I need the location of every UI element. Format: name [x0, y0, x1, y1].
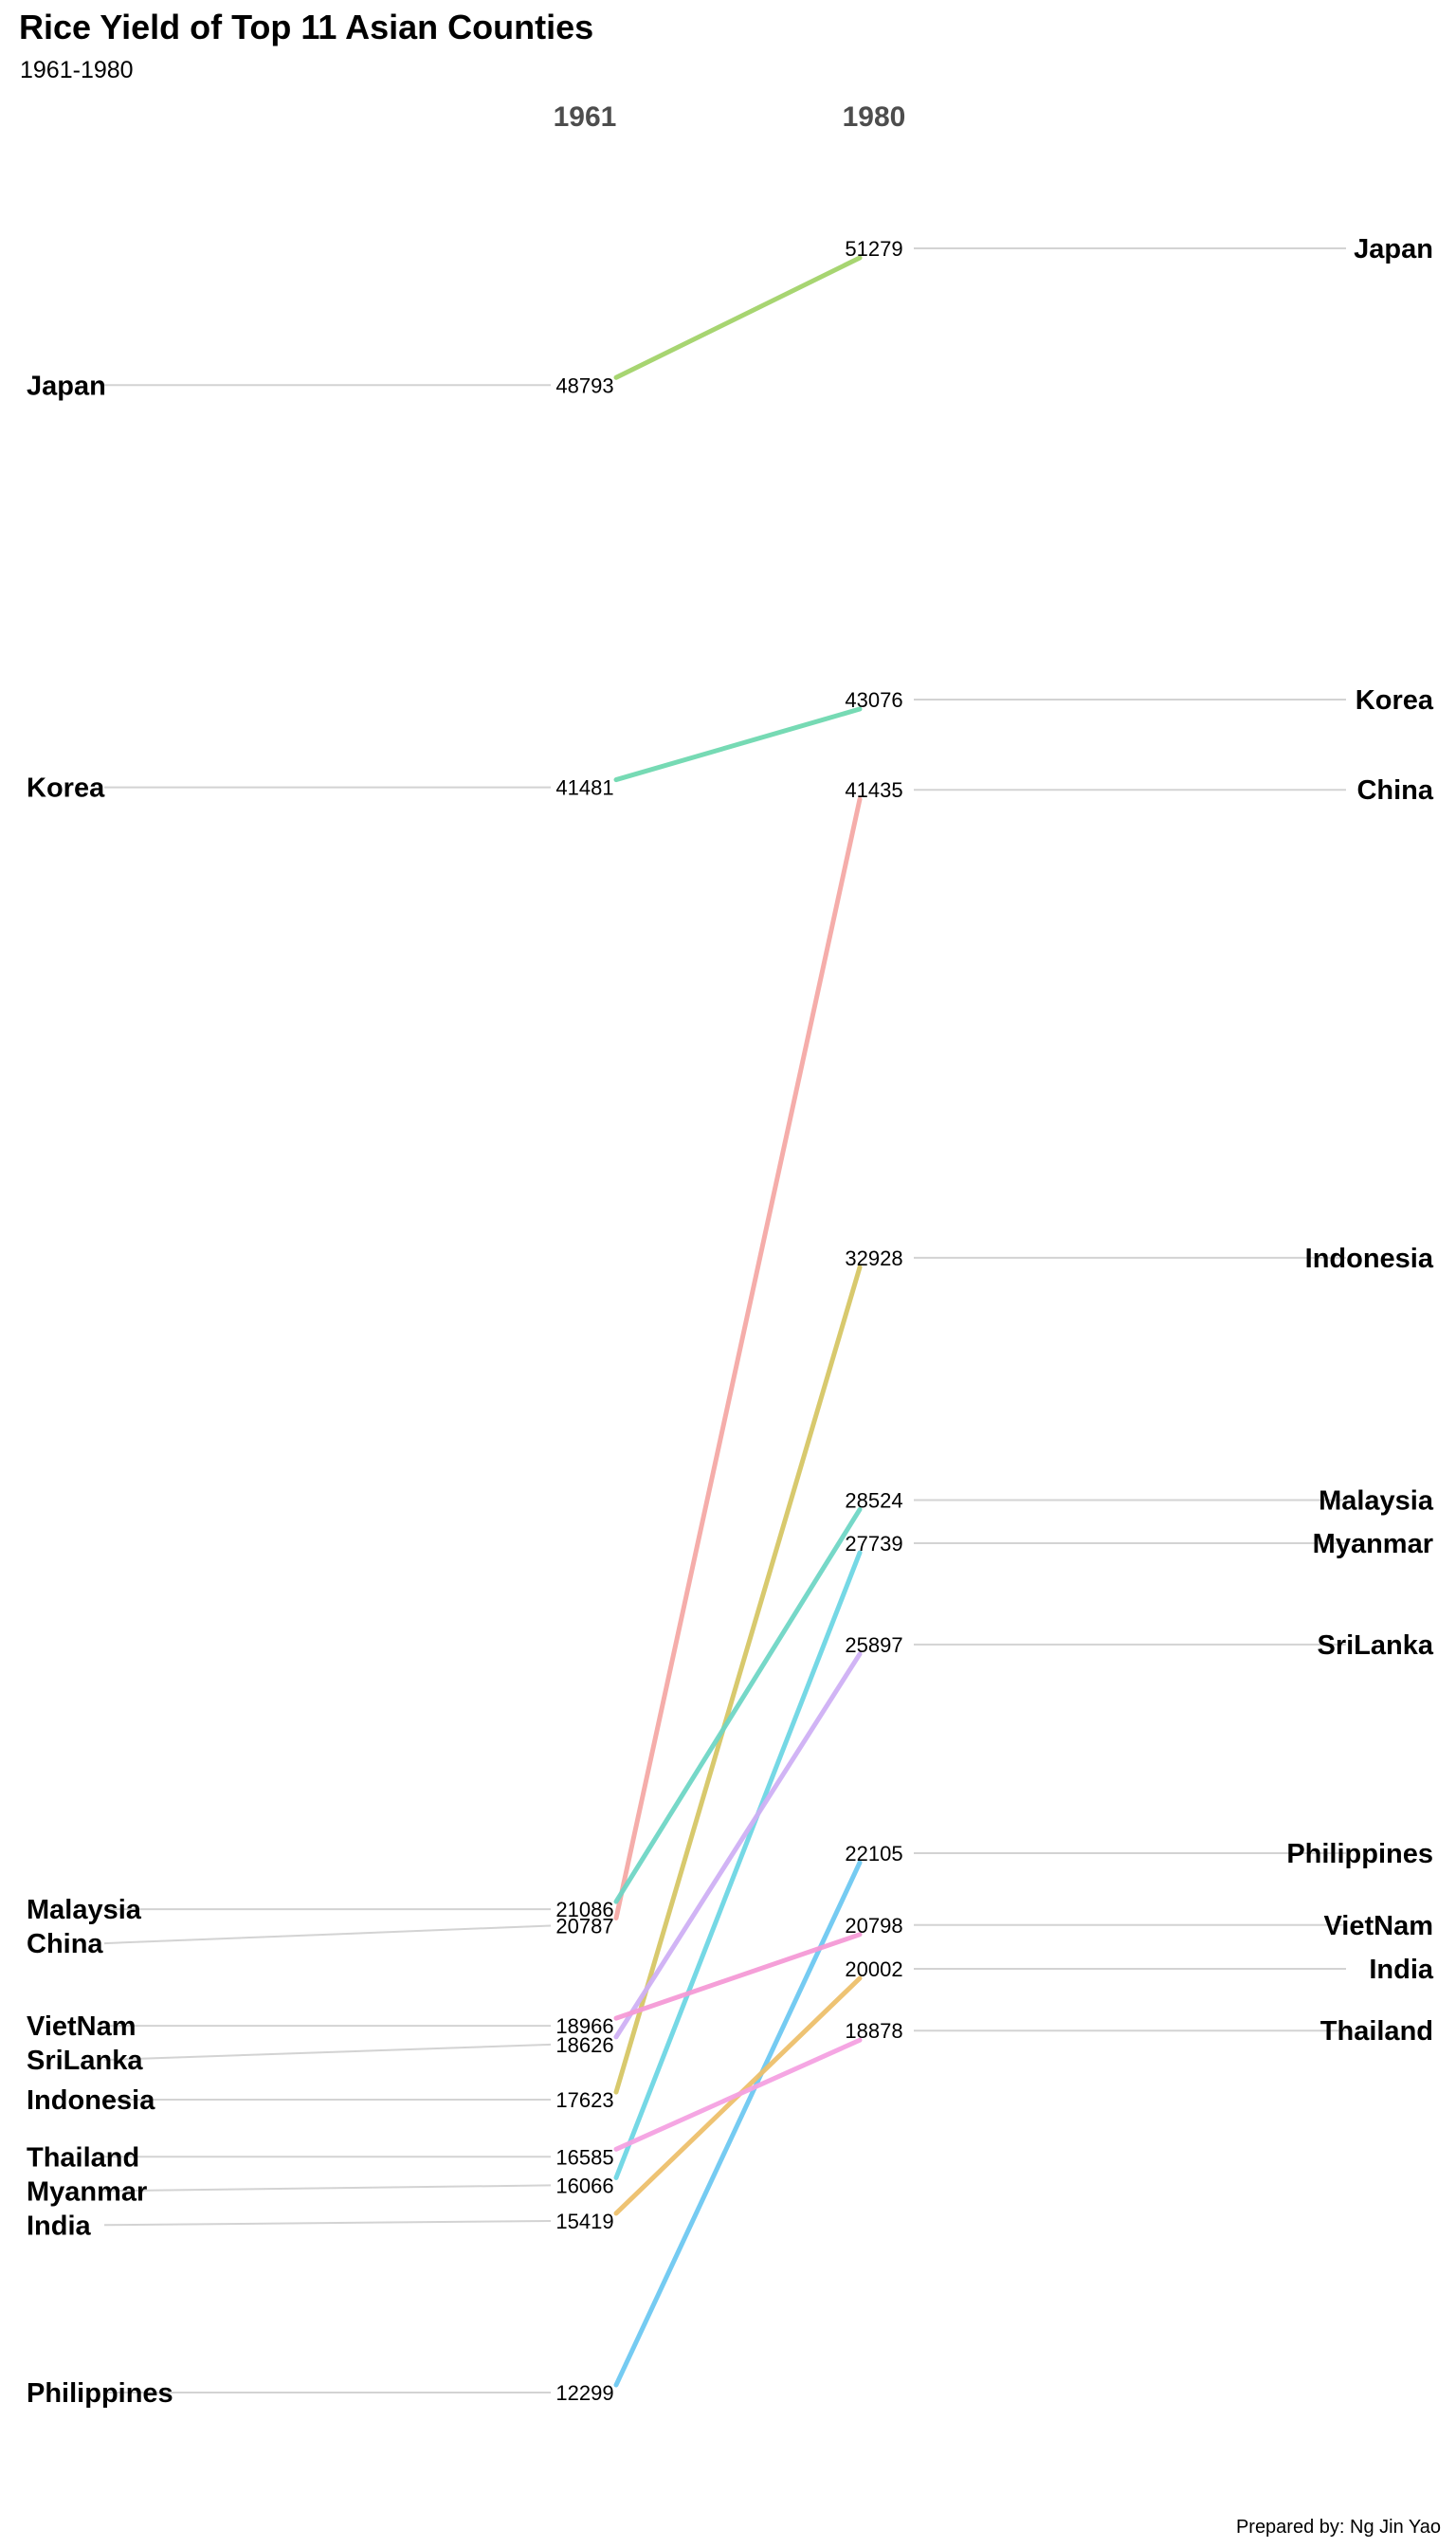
value-1961-malaysia: 21086: [555, 1898, 613, 1921]
value-1980-philippines: 22105: [845, 1842, 902, 1866]
ref-line-left-india: [103, 2219, 552, 2227]
country-label-right-srilanka: SriLanka: [1318, 1630, 1434, 1661]
slope-line-vietnam: [613, 1932, 863, 2021]
country-label-right-india: India: [1369, 1955, 1434, 1985]
slope-line-thailand: [613, 2037, 863, 2152]
slope-line-japan: [613, 255, 863, 380]
value-labels: 48793 51279 41481 43076 20787 41435 17623 32928…: [555, 237, 902, 2405]
value-1980-malaysia: 28524: [845, 1488, 902, 1512]
country-label-left-india: India: [27, 2211, 92, 2241]
value-1961-india: 15419: [555, 2210, 613, 2233]
value-1980-china: 41435: [845, 778, 902, 802]
ref-line-left-srilanka: [103, 2043, 552, 2062]
value-1961-srilanka: 18626: [555, 2033, 613, 2057]
chart-caption: Prepared by: Ng Jin Yao: [1235, 2517, 1441, 2538]
slope-line-china: [613, 796, 863, 1920]
country-label-right-china: China: [1356, 775, 1433, 806]
value-1961-thailand: 16585: [555, 2145, 613, 2169]
country-label-right-korea: Korea: [1356, 685, 1434, 716]
value-1980-indonesia: 32928: [845, 1247, 902, 1270]
value-1961-indonesia: 17623: [555, 2088, 613, 2112]
country-label-left-myanmar: Myanmar: [27, 2176, 147, 2207]
slope-line-myanmar: [613, 1550, 863, 2180]
country-label-left-china: China: [27, 1929, 103, 1959]
country-label-left-korea: Korea: [27, 774, 105, 804]
country-label-left-japan: Japan: [27, 371, 106, 401]
country-label-left-malaysia: Malaysia: [27, 1895, 142, 1925]
value-1961-korea: 41481: [555, 776, 613, 800]
slope-line-indonesia: [613, 1265, 863, 2095]
slope-line-philippines: [613, 1860, 863, 2388]
value-1980-myanmar: 27739: [845, 1532, 902, 1556]
country-label-right-myanmar: Myanmar: [1313, 1529, 1433, 1559]
country-labels: Japan Japan Korea Korea China China Indonesia I…: [27, 234, 1434, 2409]
value-1961-vietnam: 18966: [555, 2014, 613, 2038]
year-headers: 1961 1980: [554, 101, 906, 133]
value-1980-japan: 51279: [845, 237, 902, 261]
country-label-right-japan: Japan: [1354, 234, 1433, 264]
slope-line-srilanka: [613, 1651, 863, 2040]
country-label-right-philippines: Philippines: [1286, 1839, 1433, 1869]
country-label-right-malaysia: Malaysia: [1319, 1485, 1434, 1516]
value-1961-china: 20787: [555, 1914, 613, 1938]
chart-title: Rice Yield of Top 11 Asian Counties: [19, 8, 594, 46]
value-1980-vietnam: 20798: [845, 1914, 902, 1938]
reference-lines: [103, 247, 1346, 2393]
year-header-1980: 1980: [843, 101, 906, 133]
value-1961-philippines: 12299: [555, 2381, 613, 2405]
country-label-left-thailand: Thailand: [27, 2142, 139, 2173]
value-1980-korea: 43076: [845, 688, 902, 712]
country-label-right-thailand: Thailand: [1320, 2016, 1433, 2047]
value-1980-thailand: 18878: [845, 2019, 902, 2043]
value-1961-myanmar: 16066: [555, 2174, 613, 2197]
value-1980-srilanka: 25897: [845, 1633, 902, 1657]
ref-line-left-myanmar: [103, 2184, 552, 2193]
country-label-left-vietnam: VietNam: [27, 2011, 136, 2042]
year-header-1961: 1961: [554, 101, 617, 133]
ref-line-left-china: [103, 1924, 552, 1945]
slope-line-korea: [613, 706, 863, 783]
slope-lines: [613, 255, 863, 2388]
slope-line-malaysia: [613, 1506, 863, 1904]
value-1961-japan: 48793: [555, 373, 613, 397]
chart-subtitle: 1961-1980: [20, 57, 134, 83]
value-1980-india: 20002: [845, 1957, 902, 1981]
country-label-right-indonesia: Indonesia: [1305, 1244, 1434, 1274]
country-label-left-philippines: Philippines: [27, 2378, 173, 2409]
country-label-left-srilanka: SriLanka: [27, 2046, 143, 2076]
country-label-left-indonesia: Indonesia: [27, 2085, 155, 2116]
country-label-right-vietnam: VietNam: [1323, 1911, 1433, 1941]
